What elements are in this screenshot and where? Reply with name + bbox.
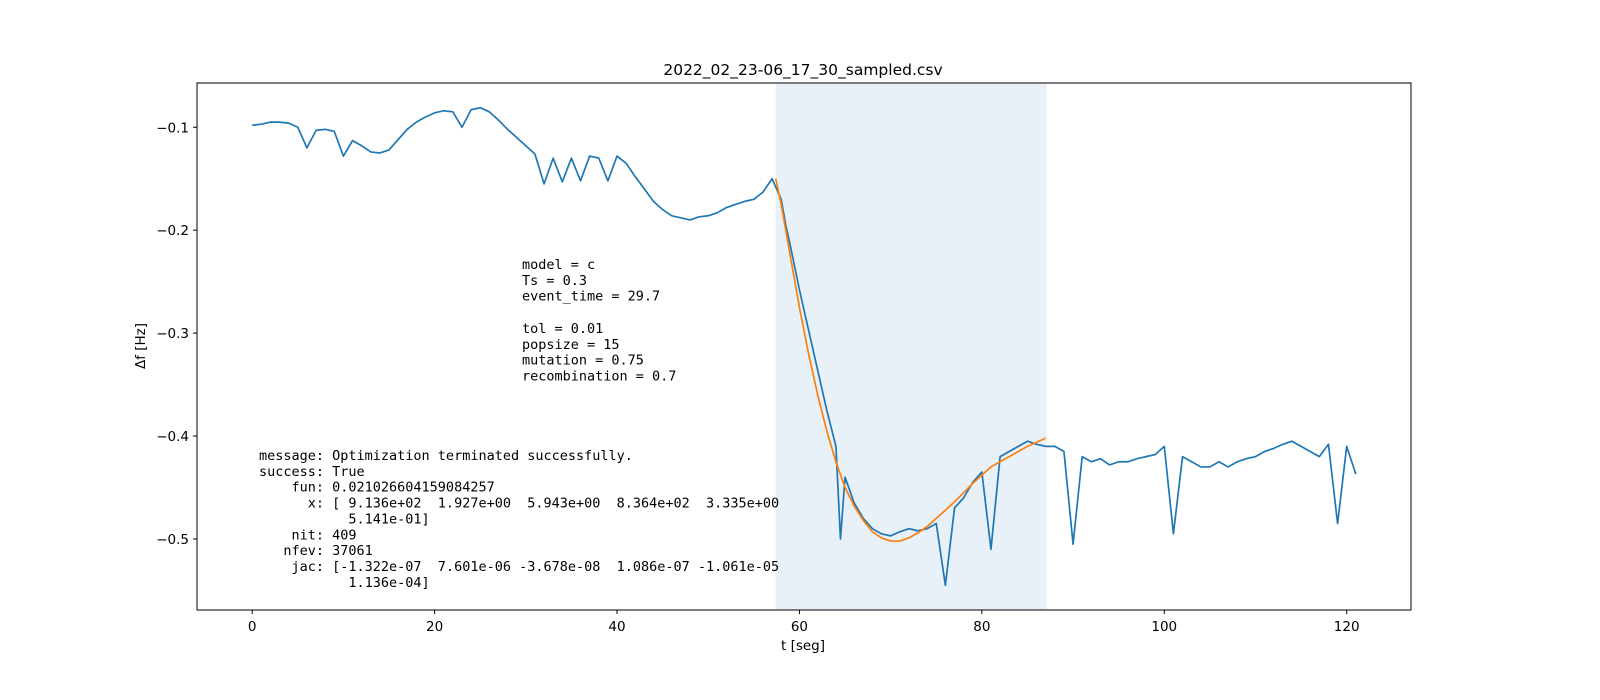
- annotation-line: popsize = 15: [522, 337, 620, 353]
- annotation-line: event_time = 29.7: [522, 289, 660, 305]
- annotation-line: message: Optimization terminated success…: [259, 448, 633, 464]
- annotation-line: x: [ 9.136e+02 1.927e+00 5.943e+00 8.364…: [259, 496, 779, 512]
- x-axis-label: t [seg]: [781, 638, 825, 654]
- y-tick-label: −0.3: [156, 326, 189, 342]
- y-tick-label: −0.5: [156, 532, 189, 548]
- highlight-span: [775, 83, 1047, 610]
- annotation-line: model = c: [522, 257, 595, 273]
- annotation-line: recombination = 0.7: [522, 369, 676, 385]
- data-line: [252, 106, 1357, 587]
- annotation-line: 5.141e-01]: [259, 511, 430, 527]
- y-axis-label: Δf [Hz]: [133, 323, 149, 369]
- annotation-line: success: True: [259, 464, 365, 480]
- x-tick-label: 100: [1151, 619, 1177, 635]
- x-tick-label: 20: [426, 619, 443, 635]
- y-tick-label: −0.1: [156, 120, 189, 136]
- x-tick-label: 80: [973, 619, 990, 635]
- annotation-line: nfev: 37061: [259, 543, 373, 559]
- x-tick-label: 40: [608, 619, 625, 635]
- annotation-line: 1.136e-04]: [259, 575, 430, 591]
- y-tick-label: −0.4: [156, 429, 189, 445]
- y-tick-label: −0.2: [156, 223, 189, 239]
- x-tick-label: 0: [248, 619, 257, 635]
- annotation-line: tol = 0.01: [522, 321, 603, 337]
- plot-frame: [196, 82, 1412, 611]
- annotation-line: nit: 409: [259, 527, 357, 543]
- x-tick-label: 120: [1334, 619, 1360, 635]
- x-tick-label: 60: [791, 619, 808, 635]
- chart-title: 2022_02_23-06_17_30_sampled.csv: [663, 61, 942, 80]
- data-line: [774, 178, 1047, 542]
- annotation-line: Ts = 0.3: [522, 273, 587, 289]
- annotation-line: mutation = 0.75: [522, 353, 644, 369]
- annotation-line: fun: 0.021026604159084257: [259, 480, 495, 496]
- annotation-line: jac: [-1.322e-07 7.601e-06 -3.678e-08 1.…: [259, 559, 779, 575]
